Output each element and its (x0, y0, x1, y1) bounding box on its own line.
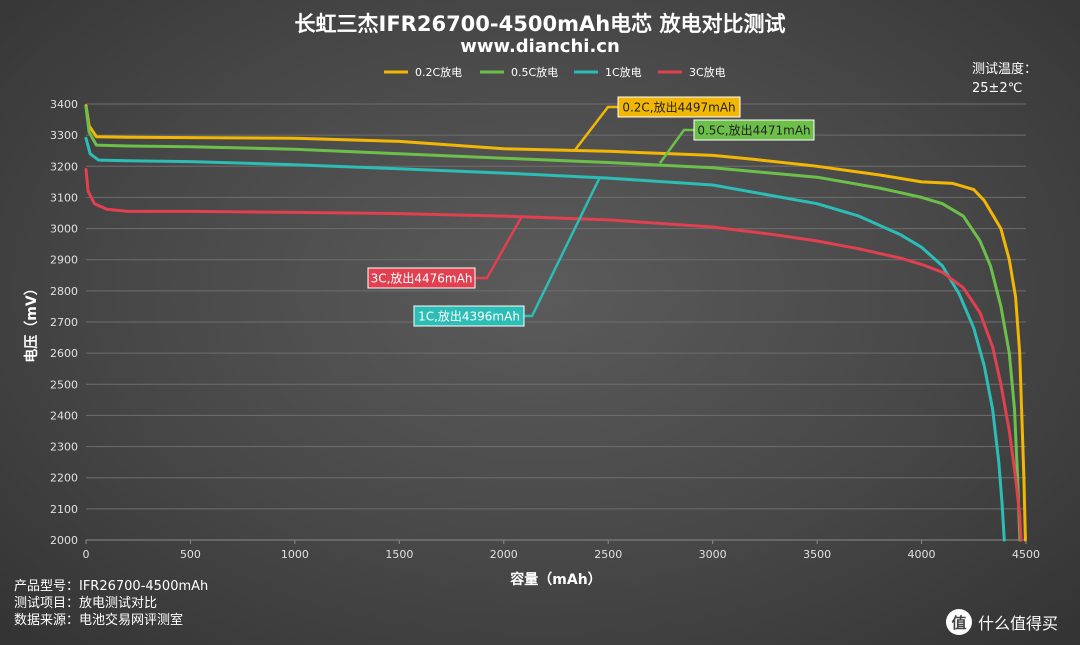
annotation-label-1: 0.5C,放出4471mAh (697, 123, 810, 138)
watermark-logo-icon: 值 (946, 609, 972, 635)
y-tick-label: 2100 (50, 503, 78, 516)
legend-label-2: 1C放电 (605, 65, 642, 79)
annotation-label-2: 1C,放出4396mAh (418, 309, 520, 324)
x-tick-label: 2500 (594, 548, 622, 561)
series-line-0 (84, 104, 1027, 542)
annotation-leader-2 (524, 176, 602, 318)
annotation-leader-3 (475, 215, 524, 280)
y-tick-label: 2000 (50, 534, 78, 547)
annotation-box-3 (367, 267, 476, 289)
temperature-value: 25±2℃ (972, 81, 1023, 96)
x-axis-title: 容量（mAh） (509, 571, 601, 588)
annotation-label-0: 0.2C,放出4497mAh (622, 100, 735, 115)
legend-label-1: 0.5C放电 (511, 65, 558, 79)
watermark-text: 什么值得买 (978, 614, 1059, 633)
x-tick-label: 4000 (908, 548, 936, 561)
footer-info: 产品型号：IFR26700-4500mAh 测试项目：放电测试对比 数据来源：电… (14, 578, 208, 629)
y-tick-label: 3200 (50, 160, 78, 173)
chart-subtitle: www.dianchi.cn (460, 36, 620, 57)
footer-test-item: 测试项目：放电测试对比 (14, 596, 158, 611)
x-tick-label: 3000 (699, 548, 727, 561)
annotation-leader-0 (574, 105, 618, 151)
footer-source: 数据来源：电池交易网评测室 (14, 613, 184, 628)
legend-label-0: 0.2C放电 (415, 65, 462, 79)
series-line-1 (84, 105, 1022, 542)
x-tick-label: 4500 (1012, 548, 1040, 561)
temperature-note: 测试温度： 25±2℃ (972, 60, 1037, 98)
y-tick-label: 2900 (50, 254, 78, 267)
series-line-3 (84, 167, 1023, 542)
x-tick-label: 1000 (281, 548, 309, 561)
annotation-box-1 (693, 119, 815, 141)
x-tick-label: 2000 (490, 548, 518, 561)
watermark: 值 什么值得买 (946, 608, 1058, 636)
y-tick-label: 2200 (50, 472, 78, 485)
y-tick-label: 2400 (50, 409, 78, 422)
legend-label-3: 3C放电 (689, 65, 726, 79)
x-tick-label: 0 (83, 548, 90, 561)
chart-title: 长虹三杰IFR26700-4500mAh电芯 放电对比测试 (294, 12, 786, 36)
x-tick-label: 500 (180, 548, 201, 561)
y-tick-label: 3300 (50, 129, 78, 142)
y-tick-label: 2500 (50, 378, 78, 391)
temperature-label: 测试温度： (972, 62, 1038, 77)
y-axis-title: 电压（mV） (23, 281, 40, 362)
annotation-box-2 (413, 305, 525, 327)
y-tick-label: 3000 (50, 223, 78, 236)
x-tick-label: 3500 (803, 548, 831, 561)
y-tick-label: 2600 (50, 347, 78, 360)
annotation-box-0 (617, 96, 741, 118)
annotation-leader-1 (658, 128, 694, 164)
y-tick-label: 2800 (50, 285, 78, 298)
x-tick-label: 1500 (385, 548, 413, 561)
y-tick-label: 2300 (50, 441, 78, 454)
y-tick-label: 2700 (50, 316, 78, 329)
series-line-2 (84, 136, 1006, 542)
y-tick-label: 3100 (50, 191, 78, 204)
y-tick-label: 3400 (50, 98, 78, 111)
annotation-label-3: 3C,放出4476mAh (371, 271, 473, 286)
footer-model: 产品型号：IFR26700-4500mAh (14, 579, 209, 594)
